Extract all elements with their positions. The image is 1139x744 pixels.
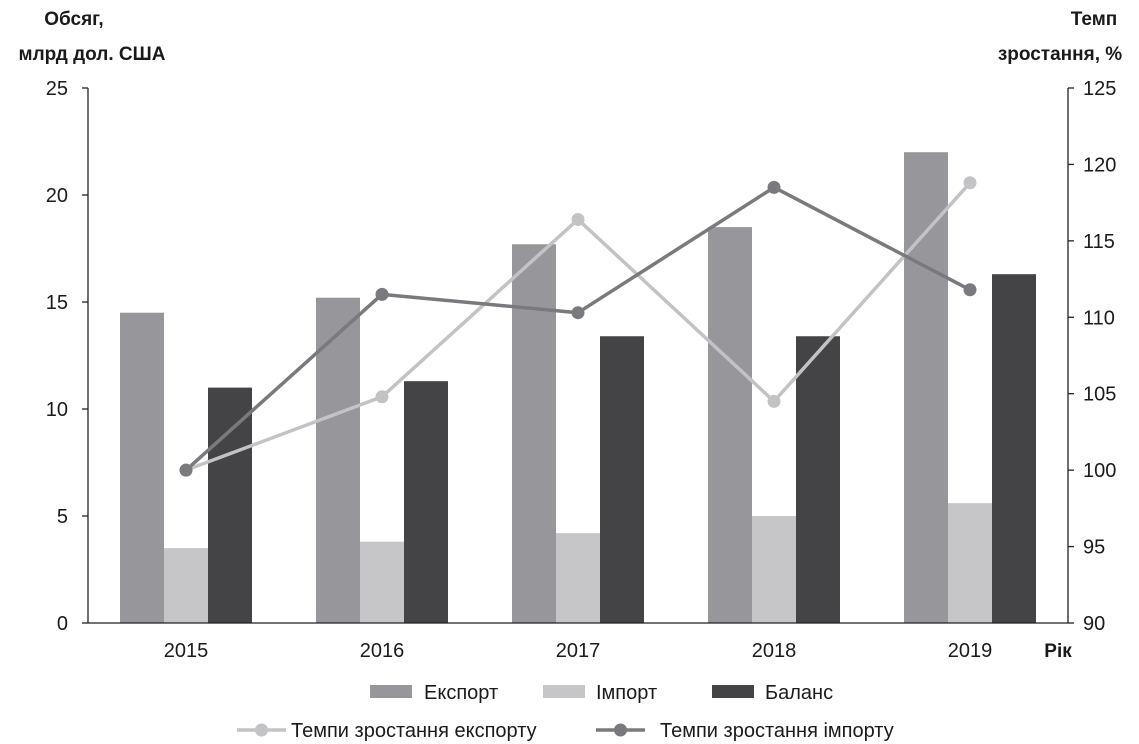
x-tick-label-2019: 2019 — [948, 640, 993, 662]
legend-swatch-експорт — [370, 685, 412, 698]
left-tick-label: 15 — [46, 292, 68, 314]
bar-баланс-2017 — [600, 336, 644, 623]
right-tick-label: 105 — [1083, 384, 1116, 406]
legend: Експорт Імпорт Баланс Темпи зростання експо… — [237, 682, 894, 742]
point-темпи-зростання-експорту-2018 — [767, 394, 781, 408]
left-axis-title-line-2: млрд дол. США — [19, 44, 166, 65]
right-tick-label: 90 — [1083, 613, 1105, 635]
bar-експорт-2017 — [512, 244, 556, 623]
bar-експорт-2015 — [120, 312, 164, 623]
x-axis: 2015 2016 2017 2018 2019 — [88, 622, 1068, 662]
x-tick-label-2018: 2018 — [752, 640, 797, 662]
left-tick-label: 20 — [46, 185, 68, 207]
line-series — [179, 176, 977, 477]
bar-експорт-2018 — [708, 227, 752, 623]
bar-series — [120, 152, 1036, 623]
point-темпи-зростання-імпорту-2017 — [571, 306, 585, 320]
x-tick-label-2016: 2016 — [360, 640, 405, 662]
legend-label-темпи-зростання-експорту: Темпи зростання експорту — [291, 720, 537, 742]
point-темпи-зростання-експорту-2019 — [963, 176, 977, 190]
legend-label-імпорт: Імпорт — [596, 682, 657, 704]
bar-баланс-2019 — [992, 274, 1036, 623]
left-tick-label: 10 — [46, 399, 68, 421]
point-темпи-зростання-експорту-2017 — [571, 212, 585, 226]
right-tick-label: 125 — [1083, 78, 1116, 100]
bar-баланс-2018 — [796, 336, 840, 623]
right-axis-title: Темп зростання, % — [998, 9, 1122, 65]
right-tick-label: 120 — [1083, 154, 1116, 176]
right-tick-label: 110 — [1083, 307, 1115, 329]
bar-імпорт-2018 — [752, 516, 796, 623]
legend-marker-темпи-зростання-експорту — [255, 723, 268, 737]
bar-баланс-2016 — [404, 381, 448, 623]
x-tick-label-2017: 2017 — [556, 640, 601, 662]
left-axis: 0 5 10 15 20 25 — [46, 78, 89, 635]
right-tick-label: 95 — [1083, 537, 1105, 559]
point-темпи-зростання-імпорту-2015 — [179, 463, 193, 477]
bar-імпорт-2019 — [948, 503, 992, 623]
left-tick-label: 0 — [57, 613, 68, 635]
right-axis: 90 95 100 105 110 115 120 125 — [1067, 78, 1116, 635]
point-темпи-зростання-експорту-2016 — [375, 390, 389, 404]
legend-label-експорт: Експорт — [424, 682, 498, 704]
legend-swatch-баланс — [712, 685, 754, 698]
left-axis-title: Обсяг, млрд дол. США — [19, 9, 166, 65]
left-tick-label: 25 — [46, 78, 68, 100]
right-tick-label: 100 — [1083, 460, 1116, 482]
bar-експорт-2019 — [904, 152, 948, 623]
left-axis-title-line-1: Обсяг, — [44, 9, 103, 30]
bar-баланс-2015 — [208, 387, 252, 623]
legend-label-баланс: Баланс — [765, 682, 833, 704]
x-tick-label-2015: 2015 — [164, 640, 209, 662]
legend-swatch-імпорт — [543, 685, 585, 698]
point-темпи-зростання-імпорту-2019 — [963, 283, 977, 297]
legend-label-темпи-зростання-імпорту: Темпи зростання імпорту — [660, 720, 894, 742]
legend-marker-темпи-зростання-імпорту — [614, 723, 627, 737]
x-axis-title: Рік — [1044, 641, 1072, 662]
bar-експорт-2016 — [316, 297, 360, 623]
point-темпи-зростання-імпорту-2018 — [767, 180, 781, 194]
right-tick-label: 115 — [1083, 231, 1115, 253]
bar-імпорт-2017 — [556, 533, 600, 623]
right-axis-title-line-2: зростання, % — [998, 44, 1122, 65]
bar-імпорт-2016 — [360, 541, 404, 623]
right-axis-title-line-1: Темп — [1071, 9, 1118, 30]
left-tick-label: 5 — [57, 506, 68, 528]
point-темпи-зростання-імпорту-2016 — [375, 287, 389, 301]
bar-імпорт-2015 — [164, 548, 208, 623]
